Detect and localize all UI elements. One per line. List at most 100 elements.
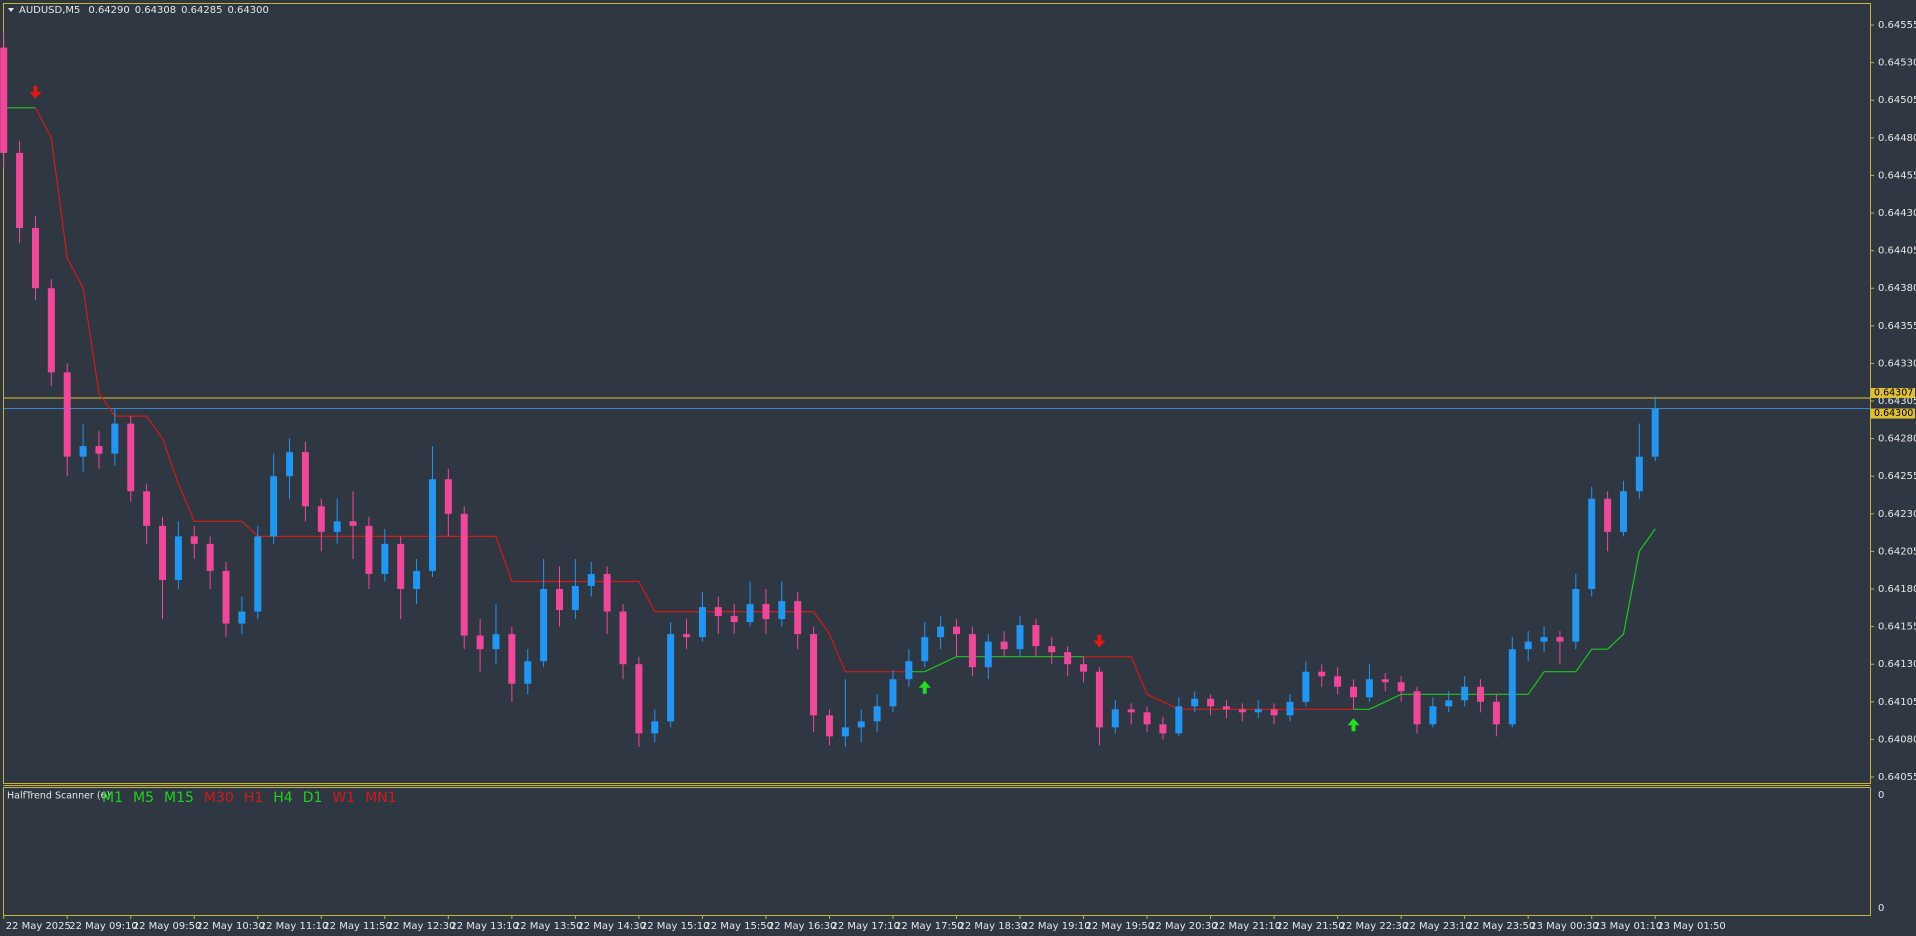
candle-body	[1254, 709, 1262, 713]
y-tick-label: 0.64305	[1878, 396, 1916, 407]
candle-body	[16, 152, 24, 229]
candle-body	[730, 616, 738, 623]
y-tick-label: 0.64380	[1878, 283, 1916, 294]
x-tick-label: 22 May 23:10	[1403, 921, 1472, 932]
x-tick-label: 22 May 19:10	[1022, 921, 1091, 932]
candle-body	[1381, 679, 1389, 683]
main-panel-frame	[3, 3, 1871, 784]
candle-body	[1143, 712, 1151, 725]
timeframe-status: H4	[273, 790, 293, 806]
y-tick-label: 0.64530	[1878, 58, 1916, 69]
menu-triangle[interactable]	[8, 8, 14, 12]
candle-body	[476, 635, 484, 650]
y-tick-label: 0.64405	[1878, 246, 1916, 257]
x-tick-label: 22 May 14:30	[577, 921, 646, 932]
candle-body	[953, 626, 960, 635]
x-tick-label: 23 May 01:50	[1657, 921, 1726, 932]
candle-body	[683, 634, 691, 638]
candle-body	[635, 664, 643, 734]
candle-body	[1111, 709, 1119, 728]
x-tick-label: 22 May 13:10	[450, 921, 519, 932]
candle-body	[603, 573, 611, 612]
candle-body	[301, 452, 309, 507]
candle-body	[1508, 649, 1516, 725]
y-tick-label: 0.64205	[1878, 546, 1916, 557]
candle-body	[714, 607, 722, 617]
candle-body	[333, 521, 341, 532]
candle-body	[1048, 646, 1056, 653]
y-tick-label: 0.64230	[1878, 509, 1916, 520]
candle-body	[254, 536, 262, 612]
candle-body	[413, 570, 421, 590]
candle-body	[317, 506, 325, 532]
candle-body	[762, 604, 770, 620]
candle-body	[1064, 652, 1072, 665]
x-tick-label: 22 May 09:10	[69, 921, 138, 932]
y-tick-label: 0.64180	[1878, 584, 1916, 595]
timeframe-status: M15	[164, 790, 194, 806]
x-tick-label: 23 May 00:30	[1530, 921, 1599, 932]
candle-body	[1334, 676, 1342, 687]
candle-body	[667, 634, 675, 722]
candle-body	[238, 611, 246, 624]
y-tick-label: 0.64155	[1878, 622, 1916, 633]
candle-body	[1302, 671, 1310, 702]
candle-body	[1270, 709, 1278, 716]
candle-body	[397, 543, 405, 590]
x-tick-label: 22 May 13:50	[514, 921, 583, 932]
candle-body	[587, 573, 595, 586]
candle-body	[778, 601, 786, 620]
x-tick-label: 22 May 17:50	[895, 921, 964, 932]
x-tick-label: 22 May 11:50	[323, 921, 392, 932]
candle-body	[1413, 691, 1421, 725]
x-tick-label: 22 May 10:30	[196, 921, 265, 932]
candle-body	[1318, 671, 1326, 677]
y-tick-label: 0.64505	[1878, 95, 1916, 106]
candle-body	[159, 525, 166, 580]
candle-body	[619, 611, 627, 665]
price-tag	[1871, 388, 1915, 399]
candle-body	[1445, 700, 1453, 707]
candle-body	[1095, 671, 1103, 728]
candle-body	[95, 446, 103, 454]
x-tick-label: 22 May 12:30	[387, 921, 456, 932]
y-tick-label: 0.64480	[1878, 133, 1916, 144]
candle-body	[1492, 701, 1500, 725]
candle-body	[1477, 686, 1485, 702]
candle-body	[984, 641, 992, 668]
candle-body	[47, 288, 55, 373]
candle-body	[143, 491, 151, 526]
y-tick-label: 0.64455	[1878, 170, 1916, 181]
candle-body	[1524, 641, 1532, 650]
candle-body	[1365, 679, 1373, 698]
candle-body	[921, 637, 929, 662]
y-tick-label: 0.64255	[1878, 471, 1916, 482]
candle-body	[841, 727, 849, 737]
candle-body	[174, 536, 182, 580]
x-tick-label: 22 May 18:30	[959, 921, 1028, 932]
candle-body	[1222, 706, 1230, 710]
timeframe-status: H1	[244, 790, 263, 806]
candle-body	[571, 585, 579, 611]
y-tick-label: 0.64355	[1878, 321, 1916, 332]
candle-body	[428, 479, 436, 571]
symbol-label: AUDUSD,M5	[19, 5, 80, 16]
timeframe-status: M1	[102, 790, 123, 806]
header-price: 0.64300	[227, 5, 268, 16]
candle-body	[270, 476, 278, 537]
x-tick-label: 22 May 09:50	[133, 921, 202, 932]
x-tick-label: 22 May 21:10	[1213, 921, 1282, 932]
candle-body	[31, 228, 39, 289]
candle-body	[540, 589, 548, 662]
candle-body	[1207, 698, 1215, 707]
candle-body	[857, 721, 865, 728]
timeframe-status: M5	[133, 790, 154, 806]
candle-body	[1127, 709, 1135, 713]
candle-body	[905, 661, 913, 680]
candle-body	[651, 721, 659, 734]
candle-body	[1651, 408, 1659, 457]
x-tick-label: 22 May 2025	[6, 921, 71, 932]
candle-body	[810, 634, 818, 716]
candle-body	[365, 525, 373, 574]
candle-body	[190, 536, 198, 544]
